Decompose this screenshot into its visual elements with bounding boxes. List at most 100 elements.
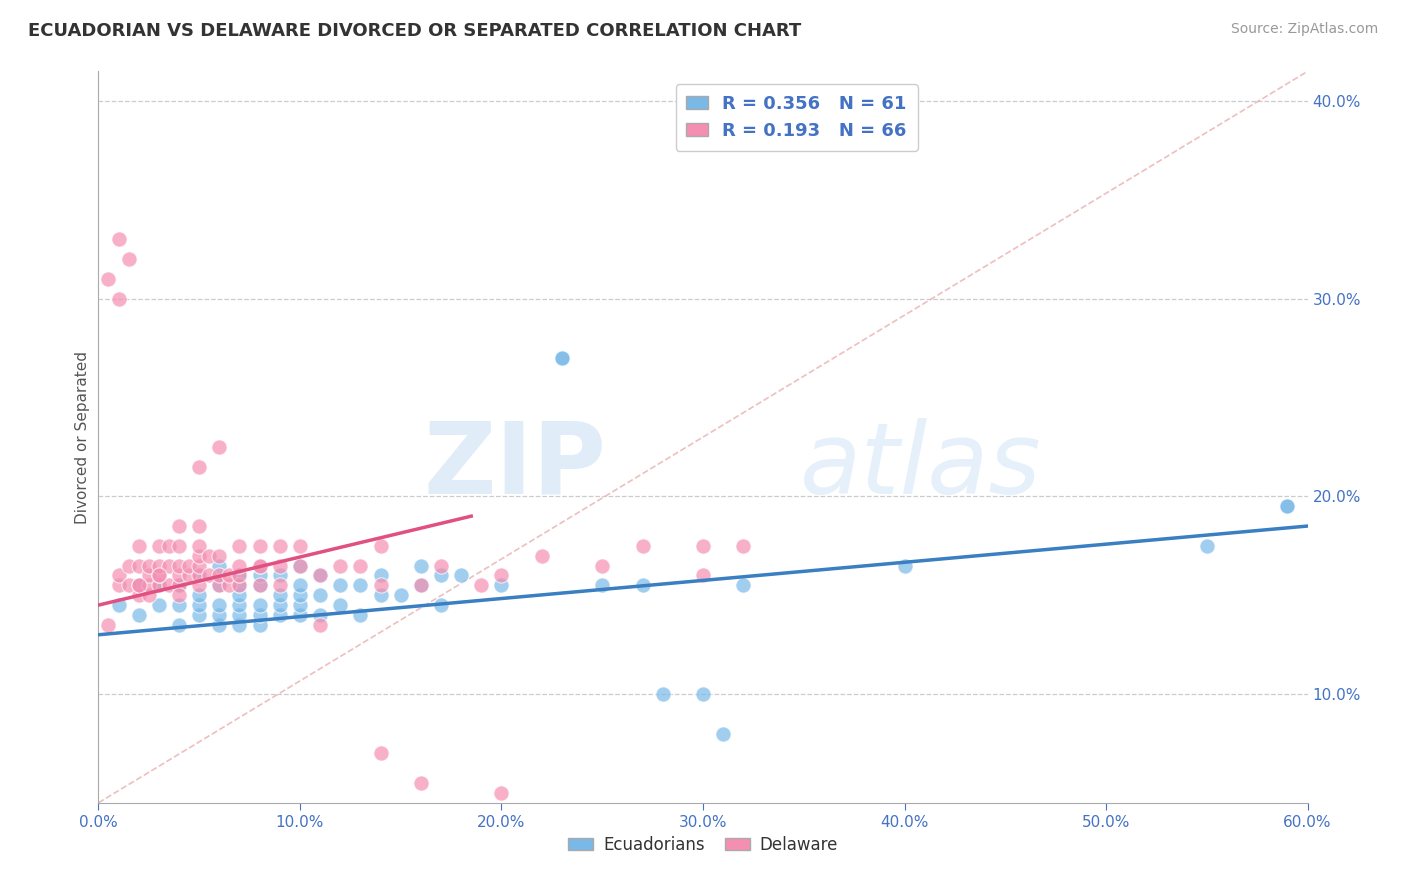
- Point: [128, 539, 150, 553]
- Point: [107, 292, 129, 306]
- Point: [128, 588, 150, 602]
- Point: [288, 588, 311, 602]
- Point: [188, 588, 211, 602]
- Point: [148, 558, 170, 573]
- Point: [389, 588, 412, 602]
- Point: [148, 578, 170, 592]
- Point: [329, 578, 352, 592]
- Point: [107, 578, 129, 592]
- Point: [138, 568, 160, 582]
- Point: [118, 558, 141, 573]
- Text: ZIP: ZIP: [423, 417, 606, 515]
- Point: [249, 568, 271, 582]
- Point: [188, 519, 211, 533]
- Point: [269, 568, 291, 582]
- Text: Source: ZipAtlas.com: Source: ZipAtlas.com: [1230, 22, 1378, 37]
- Point: [430, 598, 453, 612]
- Point: [249, 618, 271, 632]
- Text: atlas: atlas: [800, 417, 1042, 515]
- Point: [128, 578, 150, 592]
- Point: [218, 568, 240, 582]
- Point: [228, 607, 250, 622]
- Point: [167, 618, 190, 632]
- Point: [167, 539, 190, 553]
- Point: [370, 578, 392, 592]
- Point: [208, 440, 231, 454]
- Point: [409, 776, 432, 790]
- Point: [128, 607, 150, 622]
- Point: [409, 558, 432, 573]
- Point: [309, 607, 332, 622]
- Point: [370, 568, 392, 582]
- Point: [491, 568, 513, 582]
- Point: [157, 578, 180, 592]
- Point: [309, 588, 332, 602]
- Point: [249, 578, 271, 592]
- Point: [309, 568, 332, 582]
- Point: [107, 232, 129, 246]
- Point: [188, 459, 211, 474]
- Point: [692, 539, 714, 553]
- Point: [198, 549, 221, 563]
- Point: [288, 607, 311, 622]
- Point: [309, 568, 332, 582]
- Legend: Ecuadorians, Delaware: Ecuadorians, Delaware: [561, 829, 845, 860]
- Point: [128, 578, 150, 592]
- Point: [228, 578, 250, 592]
- Point: [269, 578, 291, 592]
- Point: [188, 578, 211, 592]
- Point: [692, 687, 714, 701]
- Point: [733, 578, 755, 592]
- Point: [309, 618, 332, 632]
- Point: [118, 252, 141, 267]
- Point: [208, 549, 231, 563]
- Point: [591, 558, 613, 573]
- Point: [118, 578, 141, 592]
- Point: [651, 687, 673, 701]
- Point: [228, 558, 250, 573]
- Point: [167, 578, 190, 592]
- Point: [148, 568, 170, 582]
- Point: [228, 578, 250, 592]
- Point: [409, 578, 432, 592]
- Point: [208, 618, 231, 632]
- Point: [370, 539, 392, 553]
- Point: [711, 726, 734, 740]
- Point: [288, 578, 311, 592]
- Point: [188, 549, 211, 563]
- Point: [198, 568, 221, 582]
- Point: [409, 578, 432, 592]
- Point: [208, 607, 231, 622]
- Point: [349, 578, 371, 592]
- Point: [208, 578, 231, 592]
- Point: [1195, 539, 1218, 553]
- Point: [551, 351, 574, 365]
- Point: [97, 618, 120, 632]
- Point: [249, 539, 271, 553]
- Point: [148, 539, 170, 553]
- Point: [1277, 500, 1299, 514]
- Point: [138, 588, 160, 602]
- Point: [157, 558, 180, 573]
- Point: [288, 558, 311, 573]
- Point: [631, 539, 654, 553]
- Point: [179, 558, 201, 573]
- Point: [188, 598, 211, 612]
- Point: [329, 558, 352, 573]
- Point: [218, 578, 240, 592]
- Point: [269, 607, 291, 622]
- Point: [329, 598, 352, 612]
- Point: [269, 598, 291, 612]
- Point: [249, 607, 271, 622]
- Point: [188, 607, 211, 622]
- Point: [188, 539, 211, 553]
- Point: [138, 578, 160, 592]
- Point: [1277, 500, 1299, 514]
- Point: [167, 568, 190, 582]
- Point: [269, 539, 291, 553]
- Point: [349, 558, 371, 573]
- Point: [430, 568, 453, 582]
- Point: [370, 747, 392, 761]
- Point: [733, 539, 755, 553]
- Point: [228, 539, 250, 553]
